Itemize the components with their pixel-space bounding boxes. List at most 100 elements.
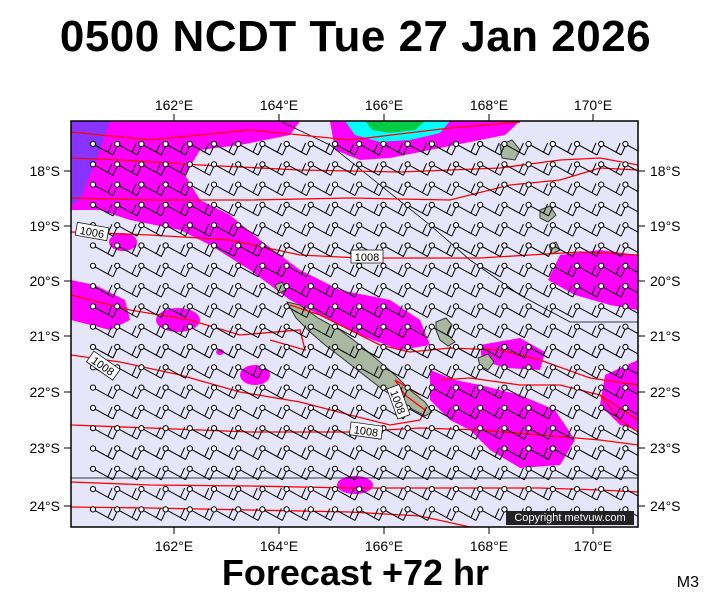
wind-barb [259,181,288,197]
isobar-label: 1008 [355,252,379,264]
wind-barb [525,486,555,501]
wind-barb [428,425,458,440]
wind-barb [210,201,240,217]
wind-barb [598,242,627,257]
wind-barb [89,486,119,501]
wind-barb [549,323,579,339]
wind-barb [404,323,434,339]
wind-barb [114,343,143,359]
wind-barb [259,404,288,420]
wind-barb [404,445,434,460]
wind-barb [404,486,434,501]
wind-barb [259,465,288,481]
wind-barb [549,384,579,400]
wind-barb [477,364,506,379]
wind-barb [259,425,288,440]
wind-barb [501,161,530,176]
wind-barb [186,323,216,339]
wind-barb [114,323,143,339]
wind-barb [622,303,638,314]
wind-barb [598,343,627,359]
wind-barb [186,343,216,359]
lat-label: 24°S [650,498,681,514]
wind-barb [380,283,409,298]
wind-barb [622,323,638,335]
wind-barb [428,486,458,501]
forecast-lead-time: Forecast +72 hr [221,552,490,593]
wind-barb [404,465,434,481]
heavy-rain-center [365,121,425,133]
wind-barb [210,303,240,318]
wind-barb [283,425,313,440]
wind-barb [598,323,627,339]
wind-barb [380,506,409,521]
wind-barb [138,445,167,460]
wind-barb [622,283,638,294]
wind-barb [331,303,361,318]
wind-barb [235,201,264,217]
rain-area [240,365,270,385]
wind-barb [501,323,530,339]
wind-barb [477,404,506,420]
wind-barb [259,384,288,400]
wind-barb [404,364,434,379]
lat-label: 23°S [650,440,681,456]
rain-area [548,250,638,310]
isobar [71,167,638,201]
wind-barb [598,465,627,481]
lon-label: 170°E [574,97,612,113]
wind-barb [428,181,458,197]
wind-barb [404,161,434,176]
wind-barb [162,364,192,379]
wind-barb [477,283,506,298]
wind-barb [428,506,458,521]
wind-barb [162,303,192,318]
wind-barb [525,181,555,197]
boundary-line [279,121,638,323]
wind-barb [501,465,530,481]
wind-barb [259,486,288,501]
wind-barb [235,323,264,339]
wind-barb [622,384,638,396]
wind-barb [452,506,482,521]
wind-barb [598,262,627,278]
rain-area [337,476,373,494]
wind-barb [380,222,409,237]
wind-barb [622,364,638,375]
wind-barb [307,161,337,176]
wind-barb [89,323,119,339]
model-tag: M3 [676,574,699,591]
wind-barb [114,465,143,481]
wind-barb [525,323,555,339]
wind-barb [622,445,638,457]
wind-barb [404,384,434,400]
wind-barb [89,262,119,278]
lat-label: 19°S [650,218,681,234]
wind-barb [404,506,434,521]
isobar-labels: 1006 1008 1008 1008 1008 [74,221,411,440]
wind-barb [210,364,240,379]
lon-label: 162°E [155,97,193,113]
wind-barb [573,161,603,176]
wind-barb [477,303,506,318]
wind-barb [356,181,385,197]
wind-barb [501,181,530,197]
wind-barb [114,222,143,237]
lon-label: 166°E [365,538,403,554]
wind-barb [501,283,530,298]
wind-barb [283,262,313,278]
isobar [289,304,638,386]
isobar [71,354,426,426]
wind-barb [549,161,579,176]
wind-barb [404,343,434,359]
wind-barb [210,425,240,440]
isobar [71,157,638,173]
wind-barb [114,404,143,420]
isobar-label: 1008 [353,424,379,439]
wind-barb [573,404,603,420]
wind-barb [138,181,167,197]
wind-barb [186,404,216,420]
wind-barb [573,262,603,278]
wind-barb [283,222,313,237]
wind-barb [380,262,409,278]
